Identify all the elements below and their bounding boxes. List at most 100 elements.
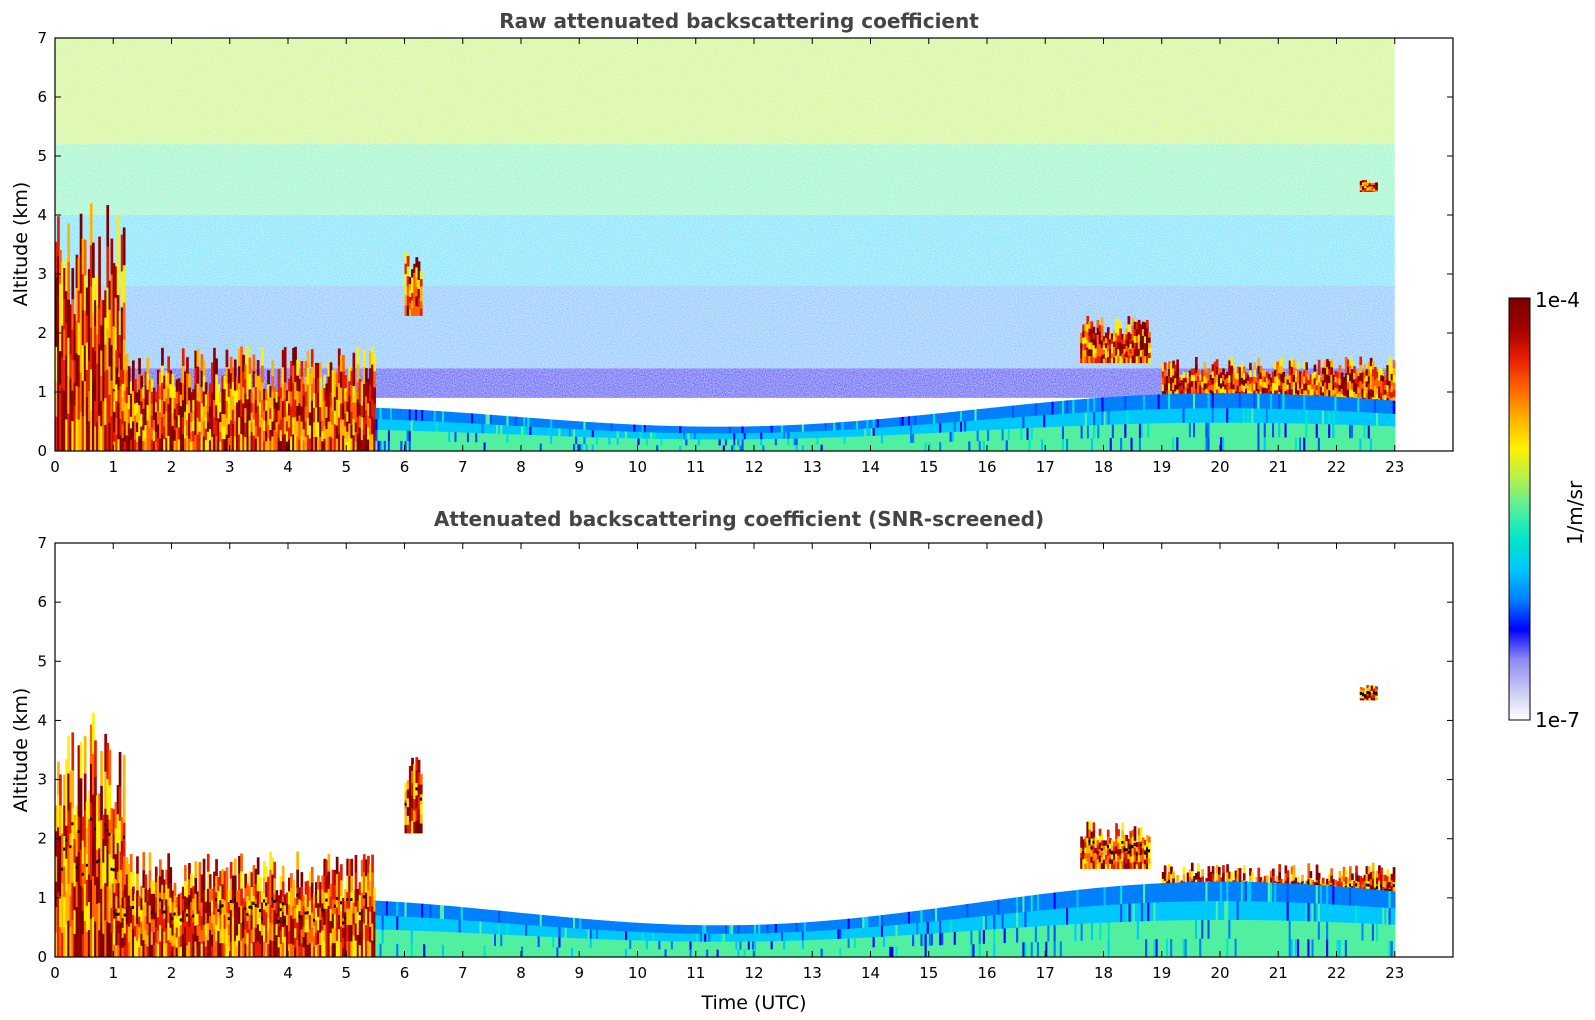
heatmap-cell <box>556 427 560 437</box>
heatmap-cell <box>1178 390 1182 396</box>
heatmap-cell <box>1165 408 1169 424</box>
heatmap-cell <box>789 431 793 439</box>
heatmap-cell <box>415 286 419 297</box>
heatmap-cell <box>140 945 143 957</box>
heatmap-cell <box>604 430 607 438</box>
heatmap-cell <box>1288 389 1292 398</box>
heatmap-cell <box>294 398 297 417</box>
heatmap-cell <box>1313 364 1317 372</box>
heatmap-cell <box>198 878 202 895</box>
heatmap-cell <box>722 444 726 451</box>
heatmap-cell <box>471 432 474 443</box>
heatmap-cell <box>810 430 813 439</box>
heatmap-cell <box>1136 437 1140 451</box>
heatmap-cell <box>248 914 252 930</box>
heatmap-cell <box>1338 384 1342 392</box>
heatmap-cell <box>1249 407 1252 423</box>
heatmap-cell <box>1115 325 1118 334</box>
heatmap-cell <box>504 433 508 443</box>
heatmap-cell <box>687 426 691 434</box>
heatmap-cell <box>1311 395 1315 410</box>
heatmap-cell <box>1272 371 1275 378</box>
heatmap-cell <box>290 421 293 437</box>
heatmap-cell <box>1228 422 1231 438</box>
heatmap-cell <box>204 416 208 429</box>
heatmap-cell <box>843 443 847 451</box>
heatmap-cell <box>1313 395 1317 410</box>
heatmap-cell <box>1388 356 1392 366</box>
heatmap-cell <box>171 412 175 426</box>
heatmap-cell <box>179 924 183 937</box>
heatmap-cell <box>650 431 653 439</box>
heatmap-cell <box>69 801 73 834</box>
heatmap-cell <box>972 440 976 451</box>
heatmap-cell <box>768 432 772 440</box>
heatmap-cell <box>1265 382 1269 389</box>
heatmap-cell <box>296 893 299 897</box>
heatmap-cell <box>273 941 277 957</box>
heatmap-cell <box>238 889 241 907</box>
heatmap-cell <box>92 834 95 877</box>
heatmap-cell <box>315 377 318 393</box>
heatmap-cell <box>225 882 229 898</box>
heatmap-cell <box>914 433 917 443</box>
heatmap-cell <box>885 442 888 451</box>
heatmap-cell <box>63 774 66 806</box>
heatmap-cell <box>413 272 416 282</box>
heatmap-cell <box>333 369 337 384</box>
heatmap-cell <box>1131 355 1135 364</box>
heatmap-cell <box>402 430 406 442</box>
heatmap-cell <box>1138 437 1142 451</box>
heatmap-cell <box>227 945 231 957</box>
heatmap-cell <box>217 916 220 931</box>
heatmap-cell <box>855 421 859 430</box>
heatmap-cell <box>181 886 185 899</box>
heatmap-cell <box>1186 407 1190 423</box>
heatmap-cell <box>1172 382 1175 390</box>
heatmap-cell <box>348 394 351 410</box>
heatmap-cell <box>144 874 148 889</box>
heatmap-cell <box>1371 425 1375 439</box>
heatmap-cell <box>1119 341 1122 350</box>
heatmap-cell <box>1070 412 1073 427</box>
heatmap-cell <box>98 820 101 849</box>
heatmap-cell <box>188 438 191 451</box>
heatmap-cell <box>1084 438 1088 451</box>
heatmap-cell <box>741 432 745 440</box>
heatmap-cell <box>154 421 158 432</box>
heatmap-cell <box>498 433 501 443</box>
heatmap-cell <box>1392 367 1396 376</box>
heatmap-cell <box>822 437 826 445</box>
heatmap-cell <box>587 443 591 451</box>
heatmap-cell <box>500 442 503 451</box>
heatmap-cell <box>373 386 376 404</box>
heatmap-cell <box>1359 187 1363 191</box>
heatmap-cell <box>1232 383 1236 390</box>
heatmap-cell <box>652 444 655 451</box>
heatmap-cell <box>579 436 582 445</box>
heatmap-cell <box>647 444 651 451</box>
heatmap-cell <box>1014 405 1017 418</box>
heatmap-cell <box>392 440 395 451</box>
heatmap-cell <box>598 429 601 438</box>
heatmap-cell <box>313 903 316 915</box>
heatmap-cell <box>118 751 122 787</box>
heatmap-cell <box>258 389 262 403</box>
heatmap-cell <box>362 366 366 384</box>
heatmap-cell <box>966 420 969 432</box>
heatmap-cell <box>1332 423 1335 438</box>
heatmap-cell <box>1238 379 1242 387</box>
heatmap-cell <box>693 432 697 440</box>
heatmap-cell <box>204 912 208 925</box>
heatmap-cell <box>1121 348 1124 354</box>
heatmap-cell <box>558 427 562 437</box>
heatmap-cell <box>254 373 258 388</box>
heatmap-cell <box>163 910 166 914</box>
heatmap-cell <box>1234 422 1238 438</box>
heatmap-cell <box>1247 375 1250 381</box>
heatmap-cell <box>930 432 934 443</box>
heatmap-cell <box>215 435 218 451</box>
heatmap-cell <box>265 881 268 898</box>
heatmap-cell <box>1134 395 1138 411</box>
heatmap-cell <box>860 428 863 437</box>
